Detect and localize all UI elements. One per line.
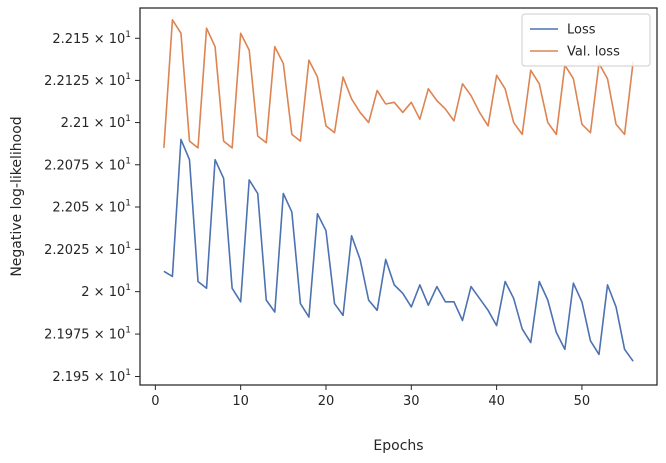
legend-label: Loss: [567, 23, 596, 38]
y-tick-label: 2.2025 × 101: [44, 241, 131, 258]
y-tick-label: 2.205 × 101: [52, 199, 131, 216]
y-tick-label: 2.2125 × 101: [44, 72, 131, 89]
legend-label: Val. loss: [567, 45, 620, 60]
y-tick-label: 2.1975 × 101: [44, 326, 131, 343]
x-tick-label: 10: [232, 394, 249, 409]
series-line-val-loss: [163, 18, 634, 149]
y-tick-label: 2.195 × 101: [52, 368, 131, 385]
x-tick-label: 20: [318, 394, 335, 409]
series-layer: [163, 18, 634, 362]
y-tick-label: 2 × 101: [81, 283, 131, 300]
x-tick-label: 50: [574, 394, 591, 409]
y-axis: 2.195 × 101 2.1975 × 101 2 × 101 2.2025 × 1…: [44, 30, 140, 385]
legend-box: [521, 13, 651, 67]
legend: Loss Val. loss: [521, 13, 651, 67]
plot-area: [163, 18, 634, 362]
x-tick-label: 0: [151, 394, 159, 409]
x-tick-label: 40: [488, 394, 505, 409]
series-line-loss: [163, 138, 634, 362]
axes-frame: [139, 7, 658, 386]
y-tick-label: 2.21 × 101: [61, 114, 131, 131]
y-axis-label: Negative log-likelihood: [9, 116, 25, 276]
x-tick-label: 30: [403, 394, 420, 409]
x-axis-label: Epochs: [373, 438, 423, 454]
x-axis: 0 10 20 30 40 50: [151, 385, 590, 409]
y-tick-label: 2.2075 × 101: [44, 156, 131, 173]
y-tick-label: 2.215 × 101: [52, 30, 131, 47]
